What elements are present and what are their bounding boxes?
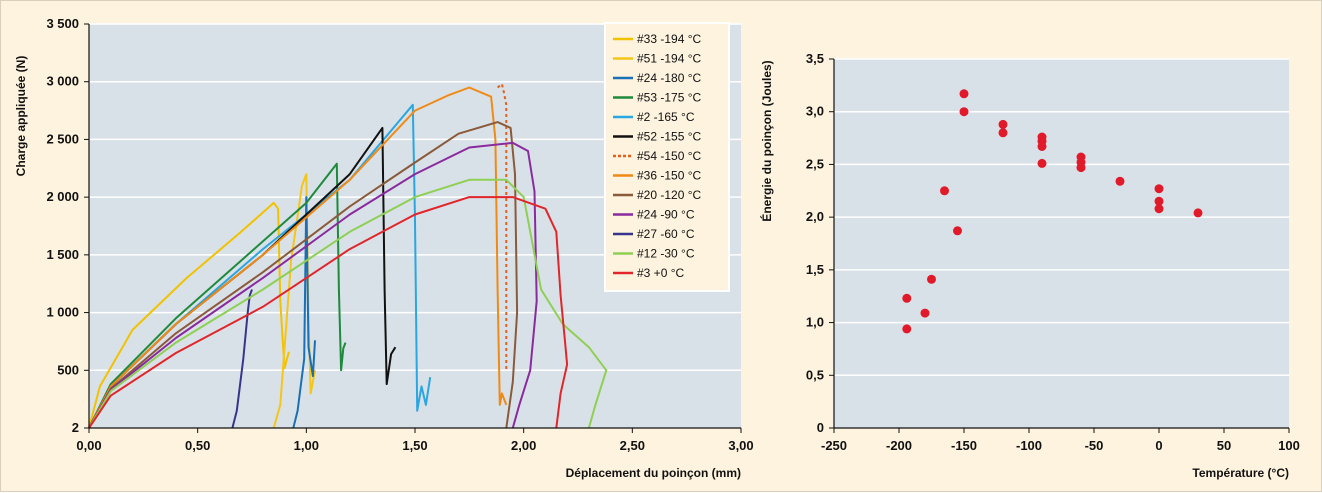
right-x-tick-label: -200 xyxy=(886,438,912,453)
right-y-axis-title: Énergie du poinçon (Joules) xyxy=(759,60,774,221)
left-y-tick-label: 3 500 xyxy=(46,16,79,31)
right-y-tick-label: 1,0 xyxy=(806,315,824,330)
legend-label-12: #12 -30 °C xyxy=(637,247,695,261)
legend-label-1: #33 -194 °C xyxy=(637,32,702,46)
legend-label-2: #51 -194 °C xyxy=(637,52,702,66)
left-x-tick-label: 0,50 xyxy=(185,438,210,453)
scatter-point-21 xyxy=(1154,184,1164,194)
right-gridlines xyxy=(834,58,1289,377)
left-axes xyxy=(84,23,742,433)
left-y-tick-label: 2 000 xyxy=(46,189,79,204)
right-x-tick-label: -50 xyxy=(1085,438,1104,453)
series-line-8 xyxy=(88,86,508,429)
right-points-group xyxy=(902,89,1203,334)
right-y-tick-label: 0,5 xyxy=(806,367,824,382)
right-x-tick-label: -250 xyxy=(821,438,847,453)
left-y-tick-label: 1 000 xyxy=(46,305,79,320)
left-tick-labels: 2 500 1 000 1 500 2 000 2 500 3 000 3 500 0,00 0,… xyxy=(46,16,753,453)
right-x-axis-title: Température (°C) xyxy=(1192,466,1289,480)
left-y-tick-label: 1 500 xyxy=(46,247,79,262)
left-x-tick-label: 1,50 xyxy=(402,438,427,453)
legend-label-6: #52 -155 °C xyxy=(637,130,702,144)
series-line-11 xyxy=(231,289,253,429)
legend-label-5: #2 -165 °C xyxy=(637,110,695,124)
left-x-tick-label: 2,00 xyxy=(511,438,536,453)
legend-label-13: #3 +0 °C xyxy=(637,266,684,280)
scatter-point-2 xyxy=(902,293,912,303)
legend-label-9: #20 -120 °C xyxy=(637,188,702,202)
left-y-axis-title: Charge appliquée (N) xyxy=(14,56,28,177)
right-y-tick-label: 3,0 xyxy=(806,104,824,119)
scatter-point-5 xyxy=(940,186,949,196)
left-x-tick-label: 2,50 xyxy=(620,438,645,453)
series-line-4 xyxy=(88,162,347,429)
legend-label-10: #24 -90 °C xyxy=(637,208,695,222)
right-tick-labels: 0 0,5 1,0 1,5 2,0 2,5 3,0 3,5 -250 -200 -150 -100 -5… xyxy=(806,51,1300,453)
left-y-tick-label: 500 xyxy=(57,362,79,377)
scatter-point-9 xyxy=(998,128,1008,138)
series-line-9 xyxy=(88,121,519,429)
right-y-tick-label: 2,0 xyxy=(806,209,824,224)
scatter-point-22 xyxy=(1193,208,1203,218)
scatter-point-4 xyxy=(927,274,936,284)
left-x-axis-title: Déplacement du poinçon (mm) xyxy=(566,466,741,480)
scatter-point-8 xyxy=(959,89,969,99)
left-y-tick-label: 2 500 xyxy=(46,131,79,146)
scatter-point-14 xyxy=(1037,132,1047,142)
scatter-point-19 xyxy=(1154,204,1164,214)
scatter-point-6 xyxy=(953,226,962,236)
left-y-tick-label: 2 xyxy=(72,420,79,435)
series-line-12 xyxy=(88,178,608,429)
scatter-point-18 xyxy=(1115,176,1125,186)
right-x-tick-label: -150 xyxy=(951,438,977,453)
series-line-2 xyxy=(272,173,316,429)
left-x-tick-label: 1,00 xyxy=(294,438,319,453)
scatter-point-10 xyxy=(998,119,1008,129)
right-y-tick-label: 1,5 xyxy=(806,262,824,277)
series-line-10 xyxy=(88,141,538,429)
series-line-1 xyxy=(88,201,290,429)
right-plot-area xyxy=(834,59,1289,428)
series-line-7 xyxy=(496,83,508,371)
left-series-group xyxy=(88,83,608,429)
legend-label-7: #54 -150 °C xyxy=(637,149,702,163)
right-y-tick-label: 2,5 xyxy=(806,156,824,171)
scatter-point-3 xyxy=(920,308,930,318)
left-x-tick-label: 3,00 xyxy=(728,438,753,453)
legend-label-3: #24 -180 °C xyxy=(637,71,702,85)
legend-label-4: #53 -175 °C xyxy=(637,91,702,105)
scatter-point-11 xyxy=(1037,158,1047,168)
legend: #33 -194 °C #51 -194 °C #24 -180 °C #53 -17… xyxy=(604,22,730,292)
right-x-tick-label: 0 xyxy=(1155,438,1162,453)
series-line-3 xyxy=(292,196,316,429)
scatter-point-7 xyxy=(959,107,969,117)
right-y-tick-label: 0 xyxy=(817,420,824,435)
scatter-point-1 xyxy=(902,324,912,334)
left-y-tick-label: 3 000 xyxy=(46,74,79,89)
series-line-13 xyxy=(88,196,569,429)
right-y-tick-label: 3,5 xyxy=(806,51,824,66)
scatter-point-17 xyxy=(1076,152,1086,162)
right-x-tick-label: 50 xyxy=(1217,438,1231,453)
legend-label-8: #36 -150 °C xyxy=(637,169,702,183)
right-x-tick-label: 100 xyxy=(1278,438,1300,453)
legend-label-11: #27 -60 °C xyxy=(637,227,695,241)
right-x-tick-label: -100 xyxy=(1016,438,1042,453)
scatter-point-20 xyxy=(1154,196,1164,206)
left-x-tick-label: 0,00 xyxy=(76,438,101,453)
right-axes xyxy=(829,58,1290,433)
